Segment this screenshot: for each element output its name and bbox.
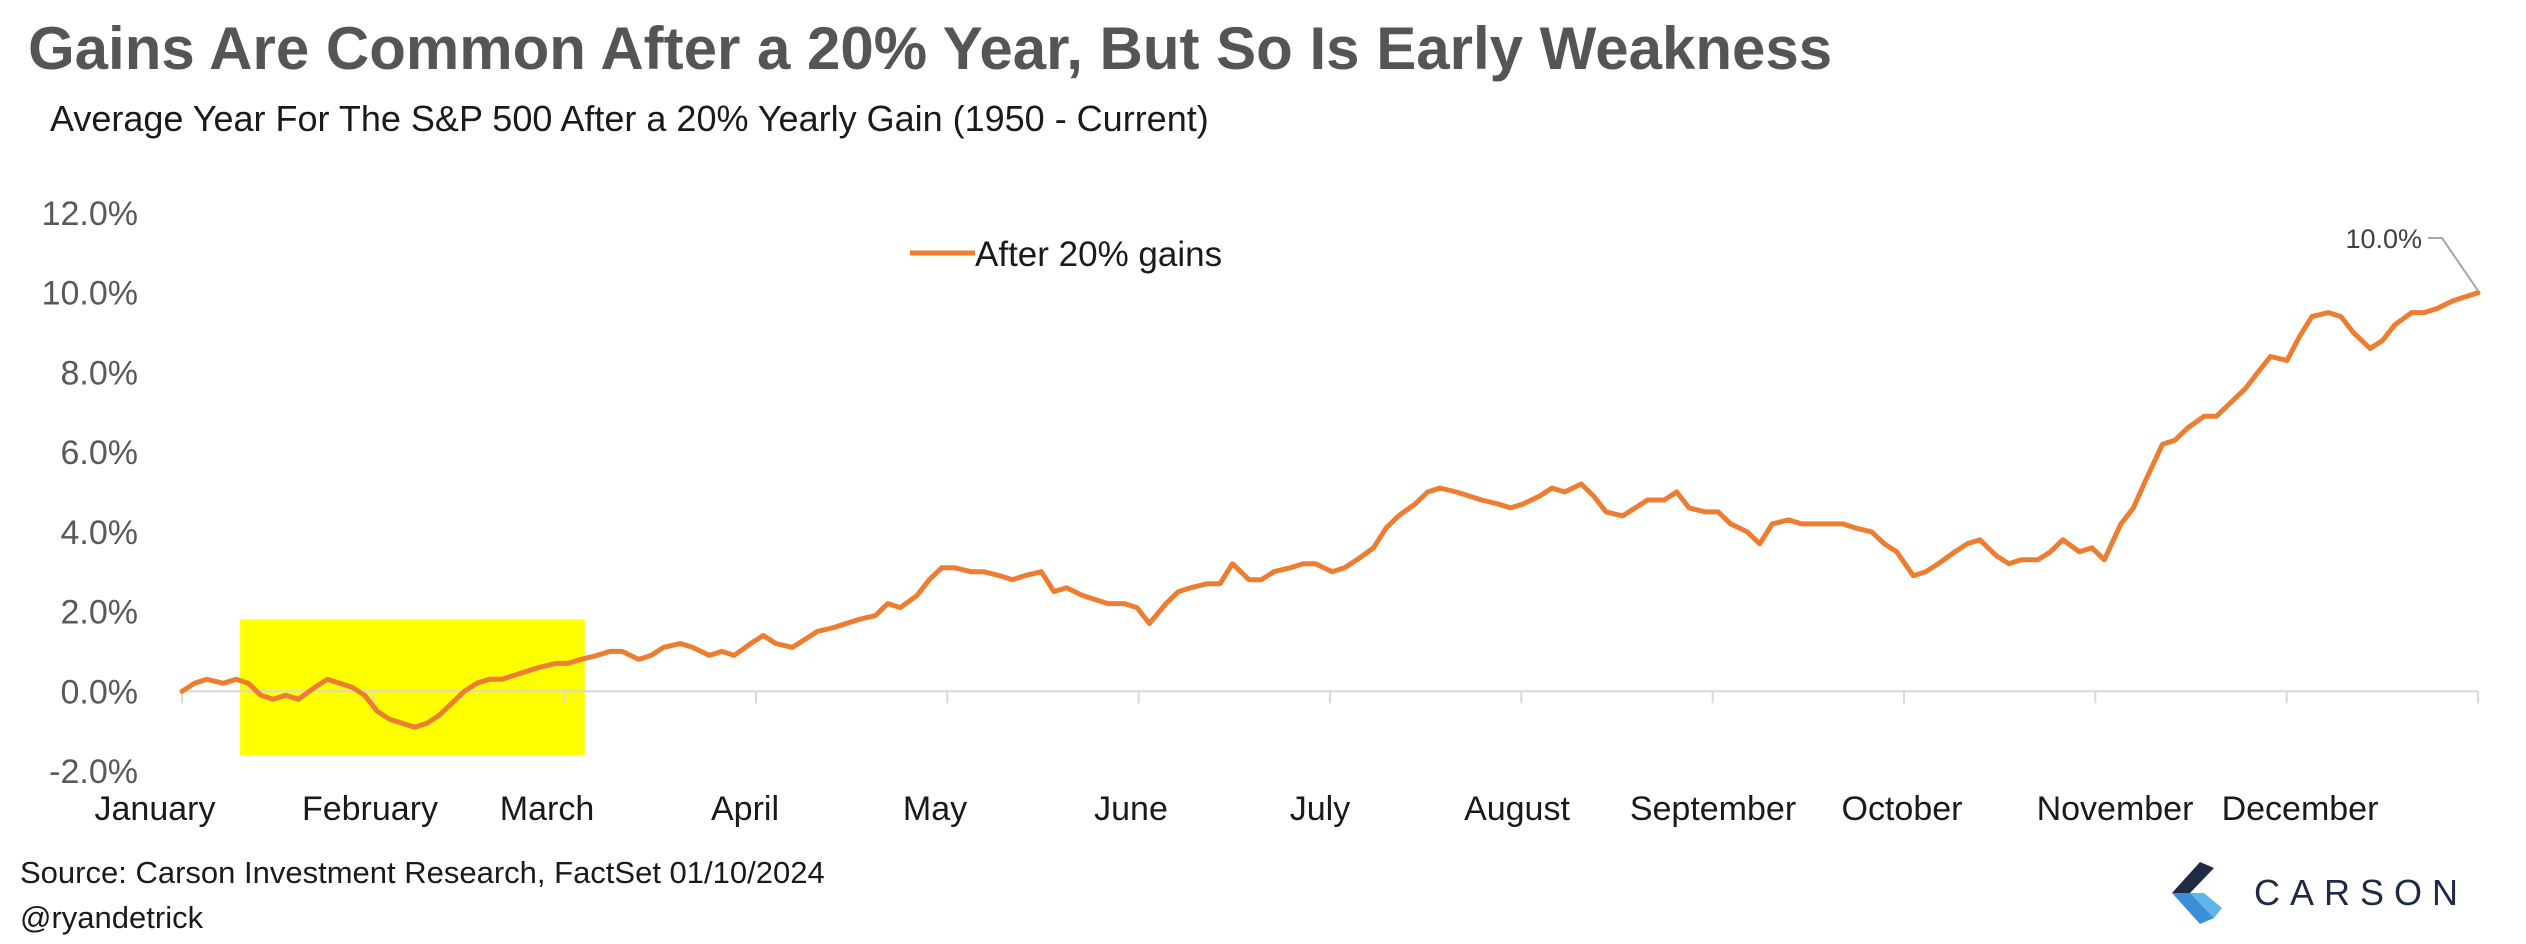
carson-logo: CARSON [2162, 850, 2502, 930]
line-chart: -2.0% 0.0% 2.0% 4.0% 6.0% 8.0% 10.0% 12.0% Janua… [42, 195, 2481, 828]
x-month-label: February [302, 790, 438, 828]
carson-chevron-logo-icon [2172, 862, 2222, 924]
y-tick-label: 0.0% [61, 673, 139, 711]
y-tick-label: 4.0% [61, 514, 139, 552]
x-month-label: May [903, 790, 967, 828]
chart-title: Gains Are Common After a 20% Year, But S… [28, 15, 1833, 82]
author-handle: @ryandetrick [20, 900, 204, 935]
legend-label: After 20% gains [975, 235, 1222, 274]
x-month-label: April [711, 790, 779, 828]
highlight-box [240, 619, 585, 756]
legend: After 20% gains [910, 235, 1222, 274]
x-month-label: November [2037, 790, 2194, 828]
chart-subtitle: Average Year For The S&P 500 After a 20%… [50, 98, 1209, 139]
series-line-after-20-gains [179, 290, 2481, 730]
x-month-label: September [1630, 790, 1796, 828]
x-month-label: October [1842, 790, 1963, 828]
x-month-label: March [500, 790, 594, 828]
x-month-label: January [95, 790, 216, 828]
end-value-label: 10.0% [2345, 224, 2422, 254]
x-month-label: June [1094, 790, 1168, 828]
x-month-label: December [2222, 790, 2379, 828]
y-tick-label: 2.0% [61, 594, 139, 632]
source-note: Source: Carson Investment Research, Fact… [20, 855, 825, 890]
y-tick-label: 8.0% [61, 354, 139, 392]
x-month-label: August [1464, 790, 1570, 828]
y-tick-label: 10.0% [42, 275, 138, 313]
carson-wordmark: CARSON [2254, 872, 2469, 913]
y-tick-label: 6.0% [61, 434, 139, 472]
end-label-leader [2428, 237, 2479, 292]
x-month-label: July [1290, 790, 1350, 828]
y-tick-label: 12.0% [42, 195, 138, 233]
y-tick-label: -2.0% [49, 753, 138, 791]
